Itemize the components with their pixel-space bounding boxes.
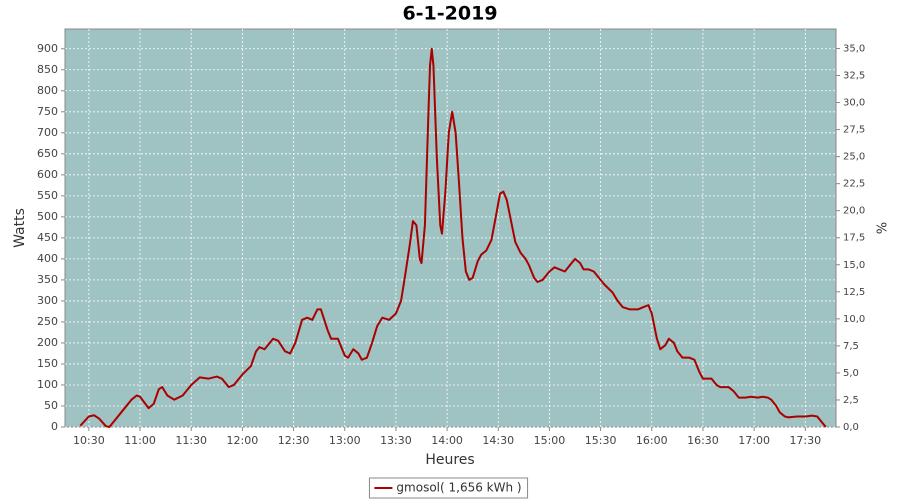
y2-tick-label: 7,5 (843, 341, 859, 352)
y2-tick-label: 20,0 (843, 206, 865, 217)
y-tick-label: 650 (37, 147, 58, 160)
legend-label: gmosol( 1,656 kWh ) (396, 481, 521, 495)
y-tick-label: 50 (44, 399, 58, 412)
y-tick-label: 550 (37, 189, 58, 202)
y2-tick-label: 0,0 (843, 422, 859, 433)
x-tick-label: 11:30 (175, 434, 207, 447)
x-tick-label: 13:00 (329, 434, 361, 447)
legend: gmosol( 1,656 kWh ) (368, 477, 529, 499)
y-tick-label: 800 (37, 84, 58, 97)
y2-tick-label: 32,5 (843, 71, 865, 82)
x-tick-label: 16:30 (687, 434, 719, 447)
y2-tick-label: 10,0 (843, 314, 865, 325)
y-tick-label: 450 (37, 231, 58, 244)
x-axis-label: Heures (425, 452, 474, 468)
chart-title: 6-1-2019 (402, 3, 497, 25)
y-tick-label: 750 (37, 105, 58, 118)
y2-tick-label: 25,0 (843, 152, 865, 163)
y2-tick-label: 35,0 (843, 43, 865, 54)
y-tick-label: 400 (37, 252, 58, 265)
y-tick-label: 500 (37, 210, 58, 223)
y2-tick-label: 2,5 (843, 395, 859, 406)
y-tick-label: 150 (37, 357, 58, 370)
x-tick-label: 17:30 (789, 434, 821, 447)
y-tick-label: 0 (51, 420, 58, 433)
x-tick-label: 14:00 (431, 434, 463, 447)
y2-tick-label: 15,0 (843, 260, 865, 271)
plot-area (64, 28, 837, 428)
y-tick-label: 850 (37, 63, 58, 76)
x-tick-label: 12:00 (227, 434, 259, 447)
x-tick-label: 17:00 (738, 434, 770, 447)
x-tick-label: 15:30 (585, 434, 617, 447)
x-tick-label: 10:30 (73, 434, 105, 447)
y-tick-label: 300 (37, 294, 58, 307)
x-tick-label: 11:00 (124, 434, 156, 447)
line (79, 47, 827, 428)
y-axis-label: Watts (12, 208, 28, 248)
y-tick-label: 250 (37, 315, 58, 328)
y-tick-label: 900 (37, 42, 58, 55)
y2-tick-label: 5,0 (843, 368, 859, 379)
y-tick-label: 600 (37, 168, 58, 181)
y-tick-label: 350 (37, 273, 58, 286)
y2-tick-label: 17,5 (843, 233, 865, 244)
x-tick-label: 12:30 (278, 434, 310, 447)
x-tick-label: 13:30 (380, 434, 412, 447)
x-tick-label: 15:00 (534, 434, 566, 447)
y2-tick-label: 12,5 (843, 287, 865, 298)
legend-box (368, 477, 529, 499)
x-tick-label: 14:30 (482, 434, 514, 447)
y-tick-label: 200 (37, 336, 58, 349)
y2-tick-label: 22,5 (843, 179, 865, 190)
y2-axis-label: % (873, 222, 888, 234)
y2-tick-label: 27,5 (843, 125, 865, 136)
y-tick-label: 700 (37, 126, 58, 139)
x-tick-label: 16:00 (636, 434, 668, 447)
y-tick-label: 100 (37, 378, 58, 391)
y2-tick-label: 30,0 (843, 98, 865, 109)
